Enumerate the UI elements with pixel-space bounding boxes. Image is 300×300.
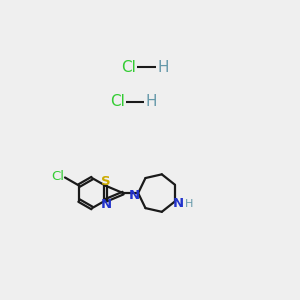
Text: N: N	[128, 189, 140, 203]
Text: Cl: Cl	[51, 170, 64, 183]
Text: Cl: Cl	[122, 60, 136, 75]
Text: S: S	[101, 175, 110, 188]
Text: H: H	[146, 94, 157, 109]
Text: N: N	[101, 198, 112, 211]
Text: Cl: Cl	[110, 94, 125, 109]
Text: N: N	[173, 197, 184, 210]
Text: H: H	[185, 200, 194, 209]
Text: H: H	[157, 60, 169, 75]
